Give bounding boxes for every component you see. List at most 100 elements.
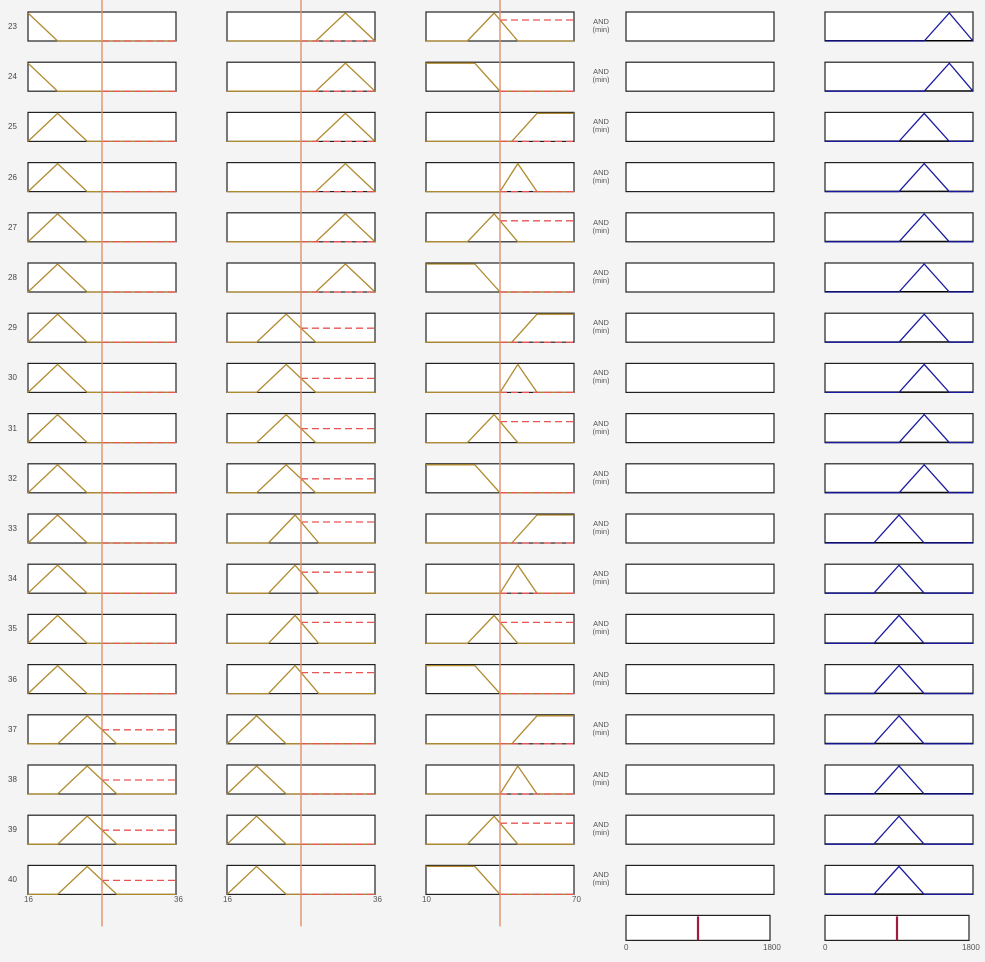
- implication-box: [625, 563, 775, 594]
- min-label: (min): [592, 276, 610, 285]
- and-label: AND: [593, 468, 609, 478]
- rule-number: 34: [8, 574, 17, 584]
- rule-number: 36: [8, 674, 17, 684]
- and-label: AND: [593, 820, 609, 830]
- output-axis-min-label: 0: [823, 943, 828, 953]
- input-membership-curve: [426, 815, 574, 845]
- min-label: (min): [592, 677, 610, 687]
- rule-number: 30: [8, 373, 17, 383]
- output-mf-box: [824, 111, 974, 143]
- input-membership-curve: [226, 714, 375, 745]
- output-membership-curve: [825, 564, 973, 594]
- output-mf-box: [824, 262, 974, 293]
- and-operator-label: AND (min): [590, 68, 612, 84]
- and-label: AND: [593, 870, 609, 880]
- output-axis-min-label: 0: [624, 943, 629, 953]
- input-membership-curve: [28, 865, 176, 896]
- and-operator-label: AND (min): [590, 468, 612, 486]
- rule-number: 38: [8, 775, 17, 784]
- input-membership-curve: [27, 514, 176, 544]
- and-operator-label: AND (min): [590, 118, 612, 134]
- input-membership-curve: [227, 112, 376, 143]
- input-membership-curve: [226, 765, 375, 795]
- rule-number: 27: [8, 222, 17, 232]
- and-operator-label: AND (min): [590, 418, 612, 436]
- input-membership-curve: [426, 413, 574, 444]
- and-label: AND: [593, 418, 609, 428]
- output-mf-box: [824, 513, 974, 544]
- implication-box: [625, 111, 775, 143]
- input-membership-curve: [226, 815, 375, 845]
- implication-box: [625, 61, 775, 92]
- and-operator-label: AND (min): [590, 167, 612, 185]
- implication-box: [625, 312, 775, 343]
- min-label: (min): [592, 225, 610, 235]
- min-label: (min): [592, 627, 610, 637]
- output-membership-curve: [825, 714, 973, 745]
- output-membership-curve: [825, 514, 973, 544]
- rule-number: 26: [8, 172, 17, 182]
- implication-box: [625, 613, 775, 645]
- and-operator-label: AND (min): [590, 520, 612, 536]
- input-membership-curve: [426, 514, 574, 544]
- implication-box: [625, 362, 775, 393]
- min-label: (min): [592, 326, 610, 336]
- output-membership-curve: [825, 765, 973, 795]
- output-membership-curve: [825, 313, 973, 343]
- output-mf-box: [824, 814, 974, 845]
- input-membership-curve: [27, 564, 176, 594]
- and-label: AND: [593, 268, 609, 277]
- output-mf-box: [824, 162, 974, 193]
- and-label: AND: [593, 217, 609, 227]
- input-membership-curve: [27, 162, 176, 193]
- input-membership-curve: [27, 614, 176, 645]
- and-label: AND: [593, 569, 609, 579]
- min-label: (min): [592, 25, 610, 34]
- rule-number: 25: [8, 122, 17, 132]
- input-membership-curve: [227, 212, 376, 243]
- and-operator-label: AND (min): [590, 821, 612, 837]
- implication-box: [625, 212, 775, 243]
- and-operator-label: AND (min): [590, 871, 612, 887]
- implication-box: [625, 162, 775, 193]
- and-label: AND: [593, 117, 609, 127]
- implication-box: [625, 413, 775, 444]
- implication-box: [625, 764, 775, 795]
- and-label: AND: [593, 770, 609, 779]
- rule-number: 28: [8, 273, 17, 282]
- implication-box: [625, 11, 775, 42]
- axis-min-label: 16: [24, 895, 33, 905]
- and-label: AND: [593, 318, 609, 328]
- implication-box: [625, 814, 775, 845]
- min-label: (min): [592, 476, 610, 486]
- rule-number: 31: [8, 423, 17, 433]
- output-membership-curve: [825, 463, 973, 494]
- input-membership-curve: [227, 12, 376, 42]
- min-label: (min): [592, 577, 610, 587]
- and-label: AND: [593, 619, 609, 629]
- axis-max-label: 36: [373, 895, 382, 905]
- and-operator-label: AND (min): [590, 570, 612, 586]
- and-operator-label: AND (min): [590, 319, 612, 335]
- input-membership-curve: [227, 62, 376, 92]
- input-membership-curve: [227, 564, 375, 594]
- output-membership-curve: [825, 162, 973, 193]
- input-membership-curve: [426, 112, 574, 143]
- rule-number: 23: [8, 22, 17, 31]
- output-membership-curve: [825, 12, 974, 42]
- output-membership-curve: [825, 363, 973, 394]
- input-membership-curve: [426, 614, 574, 645]
- and-label: AND: [593, 669, 609, 679]
- input-membership-curve: [28, 815, 176, 845]
- rule-number: 35: [8, 624, 17, 634]
- output-membership-curve: [825, 815, 973, 845]
- rule-number: 33: [8, 524, 17, 533]
- input-membership-curve: [227, 514, 375, 544]
- and-label: AND: [593, 167, 609, 177]
- input-membership-curve: [28, 714, 176, 745]
- input-membership-curve: [227, 463, 375, 494]
- implication-box: [625, 663, 775, 695]
- input-membership-curve: [27, 413, 176, 444]
- output-axis-max-label: 1800: [962, 943, 980, 953]
